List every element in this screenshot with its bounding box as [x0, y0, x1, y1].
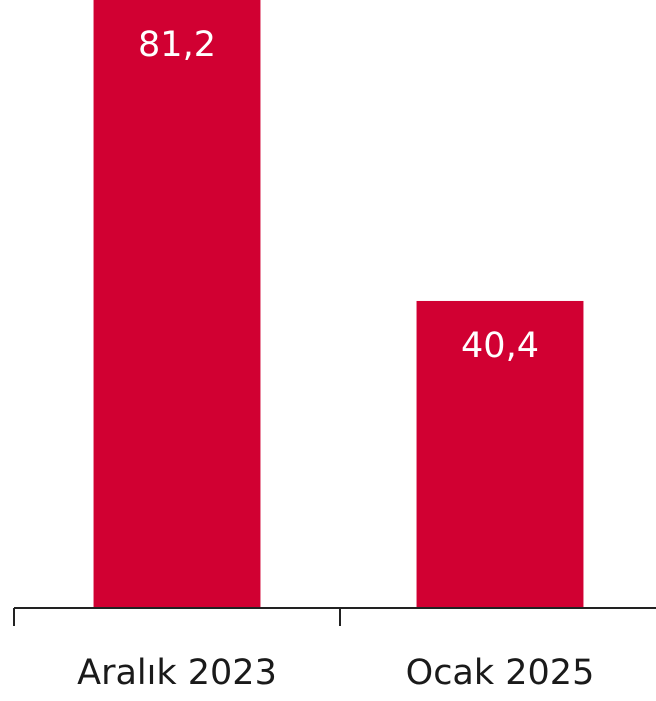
x-tick-label: Aralık 2023 [77, 653, 277, 693]
x-tick-label: Ocak 2025 [406, 653, 595, 693]
value-label: 81,2 [138, 25, 216, 65]
value-label: 40,4 [461, 326, 539, 366]
bar [93, 0, 261, 608]
bar [416, 300, 584, 608]
